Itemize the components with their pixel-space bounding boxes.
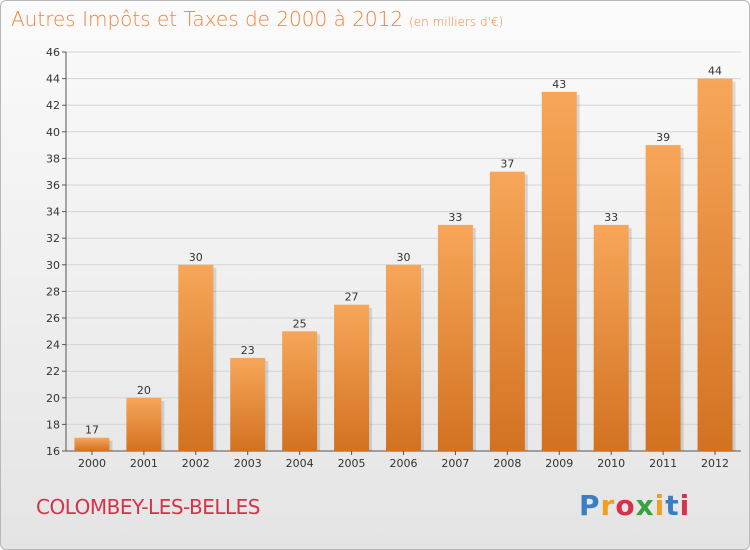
logo-letter: t <box>665 489 680 522</box>
bar-value-label: 33 <box>604 211 618 224</box>
x-tick-label: 2006 <box>390 457 418 470</box>
y-tick-label: 38 <box>46 152 60 165</box>
logo-letter: r <box>600 489 616 522</box>
logo-letter: i <box>654 489 666 522</box>
bar <box>178 264 214 451</box>
bar-value-label: 17 <box>85 424 99 437</box>
x-tick-label: 2012 <box>701 457 729 470</box>
bar-value-label: 30 <box>189 251 203 264</box>
x-tick-label: 2001 <box>130 457 158 470</box>
y-tick-label: 32 <box>46 232 60 245</box>
logo-letter: P <box>579 489 601 522</box>
logo-letter: x <box>635 489 655 522</box>
bar <box>541 91 577 452</box>
proxiti-logo: Proxiti <box>579 489 690 522</box>
bar-value-label: 30 <box>397 251 411 264</box>
bar <box>230 357 266 451</box>
commune-name: COLOMBEY-LES-BELLES <box>36 495 261 519</box>
y-tick-label: 30 <box>46 259 60 272</box>
bar <box>697 78 733 451</box>
bar <box>437 224 473 451</box>
logo-letter: i <box>679 489 691 522</box>
y-tick-label: 28 <box>46 285 60 298</box>
bar <box>334 304 370 451</box>
bar <box>645 145 681 451</box>
x-tick-label: 2007 <box>441 457 469 470</box>
x-tick-label: 2003 <box>234 457 262 470</box>
y-tick-label: 44 <box>46 73 60 86</box>
bar-value-label: 20 <box>137 384 151 397</box>
y-tick-label: 46 <box>46 46 60 59</box>
bar <box>489 171 525 451</box>
x-tick-label: 2000 <box>78 457 106 470</box>
bar-value-label: 43 <box>552 78 566 91</box>
y-tick-label: 36 <box>46 179 60 192</box>
bar-value-label: 37 <box>500 158 514 171</box>
bar-value-label: 23 <box>241 344 255 357</box>
y-tick-label: 22 <box>46 365 60 378</box>
y-tick-label: 34 <box>46 206 60 219</box>
bar-value-label: 27 <box>345 291 359 304</box>
x-tick-label: 2008 <box>493 457 521 470</box>
x-tick-label: 2002 <box>182 457 210 470</box>
bar <box>593 224 629 451</box>
y-tick-label: 18 <box>46 418 60 431</box>
y-tick-label: 42 <box>46 99 60 112</box>
x-tick-label: 2004 <box>286 457 314 470</box>
x-tick-label: 2009 <box>545 457 573 470</box>
bar <box>74 437 110 451</box>
x-tick-label: 2010 <box>597 457 625 470</box>
logo-letter: o <box>615 489 636 522</box>
x-tick-label: 2005 <box>338 457 366 470</box>
y-tick-label: 20 <box>46 392 60 405</box>
bar <box>126 397 162 451</box>
bar-value-label: 39 <box>656 131 670 144</box>
bar <box>282 331 318 451</box>
bar-value-label: 44 <box>708 65 722 78</box>
y-tick-label: 16 <box>46 445 60 458</box>
bar-value-label: 25 <box>293 317 307 330</box>
y-tick-label: 24 <box>46 339 60 352</box>
x-tick-label: 2011 <box>649 457 677 470</box>
y-tick-label: 26 <box>46 312 60 325</box>
chart-title-text: Autres Impôts et Taxes de 2000 à 2012 <box>11 7 404 31</box>
chart-unit: (en milliers d'€) <box>409 15 504 29</box>
bar-value-label: 33 <box>448 211 462 224</box>
y-tick-label: 40 <box>46 126 60 139</box>
chart-title: Autres Impôts et Taxes de 2000 à 2012 (en… <box>11 7 503 31</box>
bar <box>386 264 421 451</box>
